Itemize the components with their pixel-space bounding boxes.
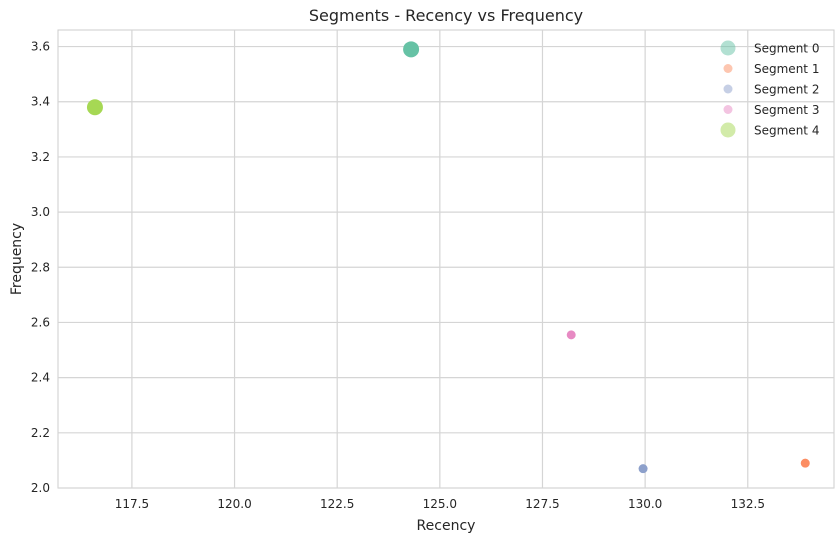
legend-label-segment-1: Segment 1 [754,62,819,76]
grid [58,30,834,489]
legend-marker-segment-0 [720,40,736,56]
data-point-segment-1 [800,458,810,468]
y-tick-label: 2.6 [31,315,50,329]
legend-marker-segment-1 [723,64,733,73]
y-tick-label: 3.0 [31,205,50,219]
legend-label-segment-2: Segment 2 [754,83,819,97]
x-tick-labels: 117.5 120.0 122.5 125.0 127.5 130.0 132.5 [115,497,765,511]
y-tick-label: 3.6 [31,40,50,54]
x-tick-label: 117.5 [115,497,149,511]
y-axis-label: Frequency [9,223,25,295]
y-tick-labels: 2.0 2.2 2.4 2.6 2.8 3.0 3.2 3.4 3.6 [31,40,50,495]
x-tick-label: 120.0 [217,497,251,511]
plot-area [57,29,835,489]
x-tick-label: 122.5 [320,497,354,511]
y-tick-label: 3.4 [31,95,50,109]
data-points [86,41,810,474]
x-tick-label: 132.5 [731,497,765,511]
legend-label-segment-4: Segment 4 [754,124,819,138]
y-tick-label: 2.2 [31,426,50,440]
chart-title: Segments - Recency vs Frequency [309,6,583,25]
y-tick-label: 2.0 [31,481,50,495]
legend-marker-segment-2 [723,84,733,94]
data-point-segment-2 [638,464,648,474]
y-tick-label: 3.2 [31,150,50,164]
legend: Segment 0 Segment 1 Segment 2 Segment 3 Segm… [720,40,819,138]
data-point-segment-3 [566,330,576,340]
x-tick-label: 125.0 [423,497,457,511]
y-tick-label: 2.4 [31,371,50,385]
legend-marker-segment-3 [723,105,733,114]
data-point-segment-4 [86,99,103,116]
legend-marker-segment-4 [720,122,736,138]
x-tick-label: 127.5 [525,497,559,511]
x-axis-label: Recency [417,518,476,534]
legend-label-segment-3: Segment 3 [754,103,819,117]
legend-label-segment-0: Segment 0 [754,42,819,56]
y-tick-label: 2.8 [31,260,50,274]
data-point-segment-0 [403,41,420,58]
x-tick-label: 130.0 [628,497,662,511]
